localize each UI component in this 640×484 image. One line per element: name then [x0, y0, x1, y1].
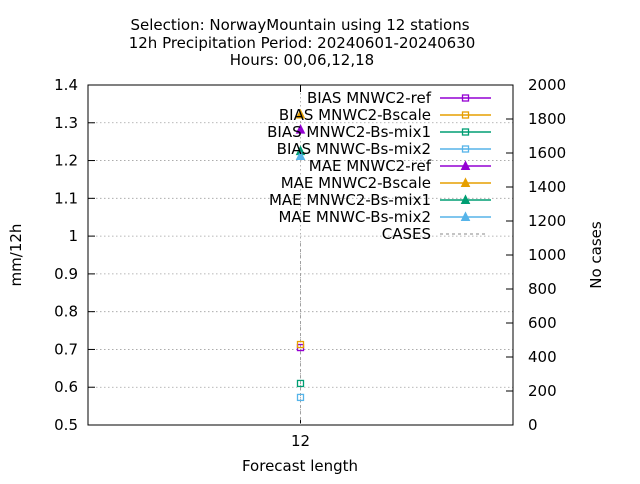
- legend-sample-marker: [460, 160, 471, 170]
- title-line-1: Selection: NorwayMountain using 12 stati…: [130, 16, 469, 34]
- legend-label: BIAS MNWC2-Bs-mix1: [267, 123, 431, 141]
- legend-sample-marker: [461, 111, 470, 119]
- legend-label: BIAS MNWC-Bs-mix2: [277, 140, 431, 158]
- legend-sample-marker: [461, 128, 470, 136]
- y-tick-label: 1: [68, 227, 78, 245]
- legend-sample-marker: [461, 94, 470, 102]
- mae-point: [295, 123, 306, 134]
- y2-axis: 0 200 400 600 800 1000 1200 1400 1600 1800 2000: [506, 76, 566, 434]
- title-line-3: Hours: 00,06,12,18: [230, 51, 374, 69]
- y2-axis-label: No cases: [587, 221, 605, 289]
- legend-label: CASES: [382, 225, 431, 243]
- y-axis-label: mm/12h: [7, 224, 25, 287]
- chart-title: Selection: NorwayMountain using 12 stati…: [129, 16, 476, 69]
- y-tick-label: 0.8: [54, 303, 78, 321]
- legend-sample-marker: [460, 211, 471, 221]
- y-tick-label: 0.6: [54, 378, 78, 396]
- y-tick-label: 1.1: [54, 189, 78, 207]
- y2-tick-label: 1400: [528, 178, 566, 196]
- legend-sample-marker: [460, 177, 471, 187]
- legend-sample-marker: [460, 194, 471, 204]
- legend-label: BIAS MNWC2-Bscale: [279, 106, 431, 124]
- y-tick-label: 1.2: [54, 152, 78, 170]
- mae-point: [295, 150, 306, 161]
- x-axis-label: Forecast length: [242, 457, 358, 475]
- y2-tick-label: 800: [528, 280, 557, 298]
- y2-tick-label: 0: [528, 416, 538, 434]
- x-tick-label: 12: [291, 432, 310, 450]
- y-tick-label: 1.3: [54, 114, 78, 132]
- title-line-2: 12h Precipitation Period: 20240601-20240…: [129, 34, 476, 52]
- y2-tick-label: 200: [528, 382, 557, 400]
- y-tick-label: 0.7: [54, 340, 78, 358]
- bias-point: [296, 340, 305, 349]
- mae-point: [295, 108, 306, 119]
- legend-label: BIAS MNWC2-ref: [307, 89, 432, 107]
- y2-tick-label: 1200: [528, 212, 566, 230]
- y2-tick-label: 400: [528, 348, 557, 366]
- y2-tick-label: 600: [528, 314, 557, 332]
- y2-tick-label: 2000: [528, 76, 566, 94]
- bias-point: [296, 379, 305, 388]
- y-axis: 0.5 0.6 0.7 0.8 0.9 1 1.1 1.2 1.3 1.4: [54, 76, 95, 434]
- y-tick-label: 1.4: [54, 76, 78, 94]
- legend-label: MAE MNWC2-ref: [309, 157, 432, 175]
- legend-label: MAE MNWC2-Bs-mix1: [269, 191, 431, 209]
- data-points: [295, 108, 306, 402]
- legend-label: MAE MNWC2-Bscale: [281, 174, 431, 192]
- legend-sample-marker: [461, 145, 470, 153]
- y2-tick-label: 1800: [528, 110, 566, 128]
- y-tick-label: 0.5: [54, 416, 78, 434]
- y2-tick-label: 1600: [528, 144, 566, 162]
- bias-point: [296, 393, 305, 402]
- y-tick-label: 0.9: [54, 265, 78, 283]
- legend-label: MAE MNWC-Bs-mix2: [278, 208, 431, 226]
- y2-tick-label: 1000: [528, 246, 566, 264]
